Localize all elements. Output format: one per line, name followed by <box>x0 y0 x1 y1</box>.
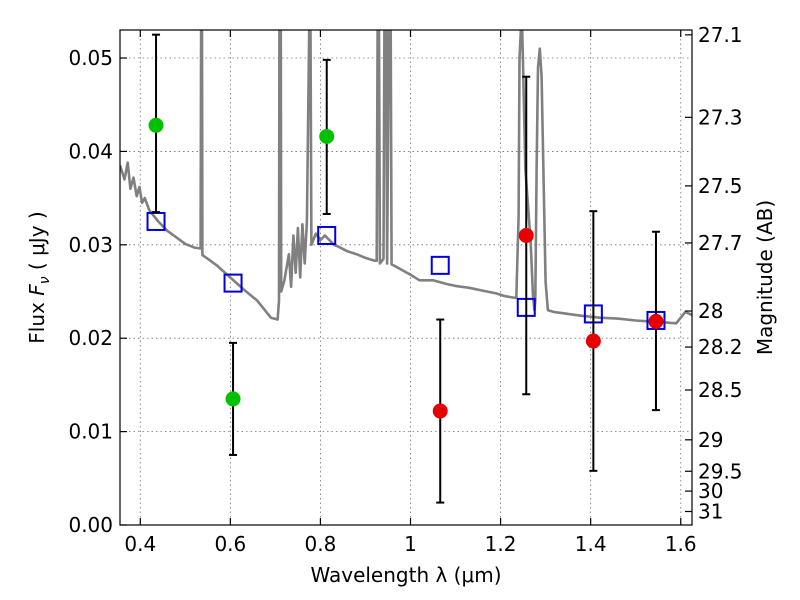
y-tick-label: 0.03 <box>68 233 113 257</box>
observed-flux-marker <box>518 227 534 243</box>
y2-axis-label: Magnitude (AB) <box>753 200 777 355</box>
y2-tick-label: 30 <box>698 479 723 503</box>
model-spectrum-line <box>120 30 692 325</box>
y-axis-label-part: ( μJy ) <box>25 211 49 276</box>
x-tick-label: 1.4 <box>575 532 607 556</box>
model-photometry-marker <box>430 255 450 275</box>
observed-flux-marker <box>432 403 448 419</box>
y2-tick-label: 27.1 <box>698 23 743 47</box>
x-tick-label: 1 <box>404 532 417 556</box>
y2-tick-label: 28.2 <box>698 335 743 359</box>
x-axis-label: Wavelength λ (μm) <box>310 563 501 587</box>
y2-tick-label: 29.5 <box>698 459 743 483</box>
observed-flux-marker <box>585 333 601 349</box>
y2-tick-label: 27.3 <box>698 105 743 129</box>
y-tick-label: 0.05 <box>68 46 113 70</box>
x-tick-label: 0.6 <box>214 532 246 556</box>
y-axis-label: Flux Fν ( μJy ) <box>25 211 53 343</box>
y2-tick-label: 31 <box>698 500 723 524</box>
y-tick-label: 0.02 <box>68 326 113 350</box>
y-axis-label-subscript: ν <box>37 276 53 284</box>
observed-flux-marker <box>648 313 664 329</box>
observed-flux-marker <box>225 391 241 407</box>
observed-flux-marker <box>148 117 164 133</box>
x-tick-label: 1.6 <box>665 532 697 556</box>
y2-tick-label: 27.7 <box>698 231 743 255</box>
y2-tick-label: 28 <box>698 299 723 323</box>
data-points-layer <box>146 33 666 504</box>
model-photometry-marker <box>223 273 243 293</box>
y-axis-label-symbol: F <box>25 284 49 296</box>
model-photometry-marker <box>317 225 337 245</box>
y2-tick-label: 27.5 <box>698 174 743 198</box>
x-tick-label: 0.4 <box>124 532 156 556</box>
y-tick-label: 0.01 <box>68 420 113 444</box>
grid-lines <box>120 30 692 526</box>
x-tick-label: 1.2 <box>485 532 517 556</box>
y-tick-label: 0.00 <box>68 513 113 537</box>
x-tick-label: 0.8 <box>305 532 337 556</box>
model-photometry-marker <box>146 211 166 231</box>
observed-flux-marker <box>319 128 335 144</box>
axis-ticks: 0.4 0.6 0.8 1 1.2 1.4 1.6 0.00 0.01 0.02 0.03 0.04 0… <box>68 23 742 556</box>
plot-frame <box>119 29 693 526</box>
y2-tick-label: 29 <box>698 428 723 452</box>
y-tick-label: 0.04 <box>68 139 113 163</box>
y2-tick-label: 28.5 <box>698 378 743 402</box>
model-spectrum-layer <box>120 30 692 325</box>
y-axis-label-part: Flux <box>25 296 49 344</box>
